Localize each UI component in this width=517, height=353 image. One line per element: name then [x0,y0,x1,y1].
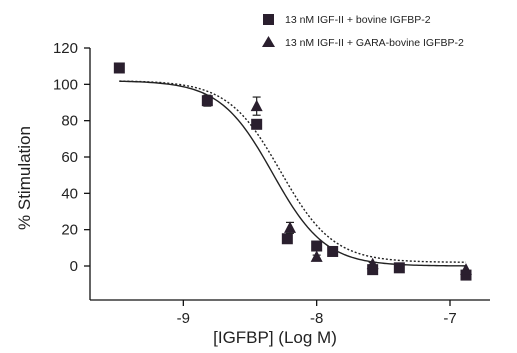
y-tick-label: 0 [70,258,78,275]
x-tick-label: -9 [177,310,190,327]
y-axis-ticks: 0 20 40 60 80 100 120 [53,40,90,275]
y-tick-label: 100 [53,76,78,93]
data-point-square-series-1 [327,245,339,257]
data-point-square-series-1 [460,269,472,281]
x-tick-label: -8 [310,310,323,327]
data-point-triangle-series-2 [284,221,296,233]
y-tick-label: 120 [53,40,78,57]
x-tick-label: -7 [443,310,456,327]
data-point-square-series-1 [311,240,323,252]
data-point-square-series-1 [251,118,263,130]
legend-square-marker [263,14,274,25]
fit-curves [119,80,467,267]
data-point-square-series-1 [201,95,213,107]
y-tick-label: 60 [61,149,78,166]
y-tick-label: 40 [61,185,78,202]
fit-curve-series-1 [119,80,467,267]
legend-label-series-2: 13 nM IGF-II + GARA-bovine IGFBP-2 [285,37,464,49]
data-points [113,62,472,281]
data-point-triangle-series-2 [250,99,263,112]
data-point-square-series-1 [393,262,405,274]
data-point-triangle-series-2 [366,257,379,270]
x-axis-title: [IGFBP] (Log M) [213,328,337,347]
data-point-square-series-1 [113,62,125,74]
y-axis-title: % Stimulation [15,126,34,230]
data-point-square-series-1 [367,264,379,276]
x-axis-ticks: -9 -8 -7 [177,300,457,327]
y-tick-label: 20 [61,222,78,239]
legend-triangle-marker [262,36,275,47]
y-tick-label: 80 [61,113,78,130]
legend: 13 nM IGF-II + bovine IGFBP-2 13 nM IGF-… [262,14,464,49]
legend-label-series-1: 13 nM IGF-II + bovine IGFBP-2 [285,14,431,26]
data-point-triangle-series-2 [460,263,472,275]
data-point-triangle-series-2 [310,250,323,262]
fit-curve-series-2 [119,80,467,263]
data-point-square-series-1 [281,233,293,245]
